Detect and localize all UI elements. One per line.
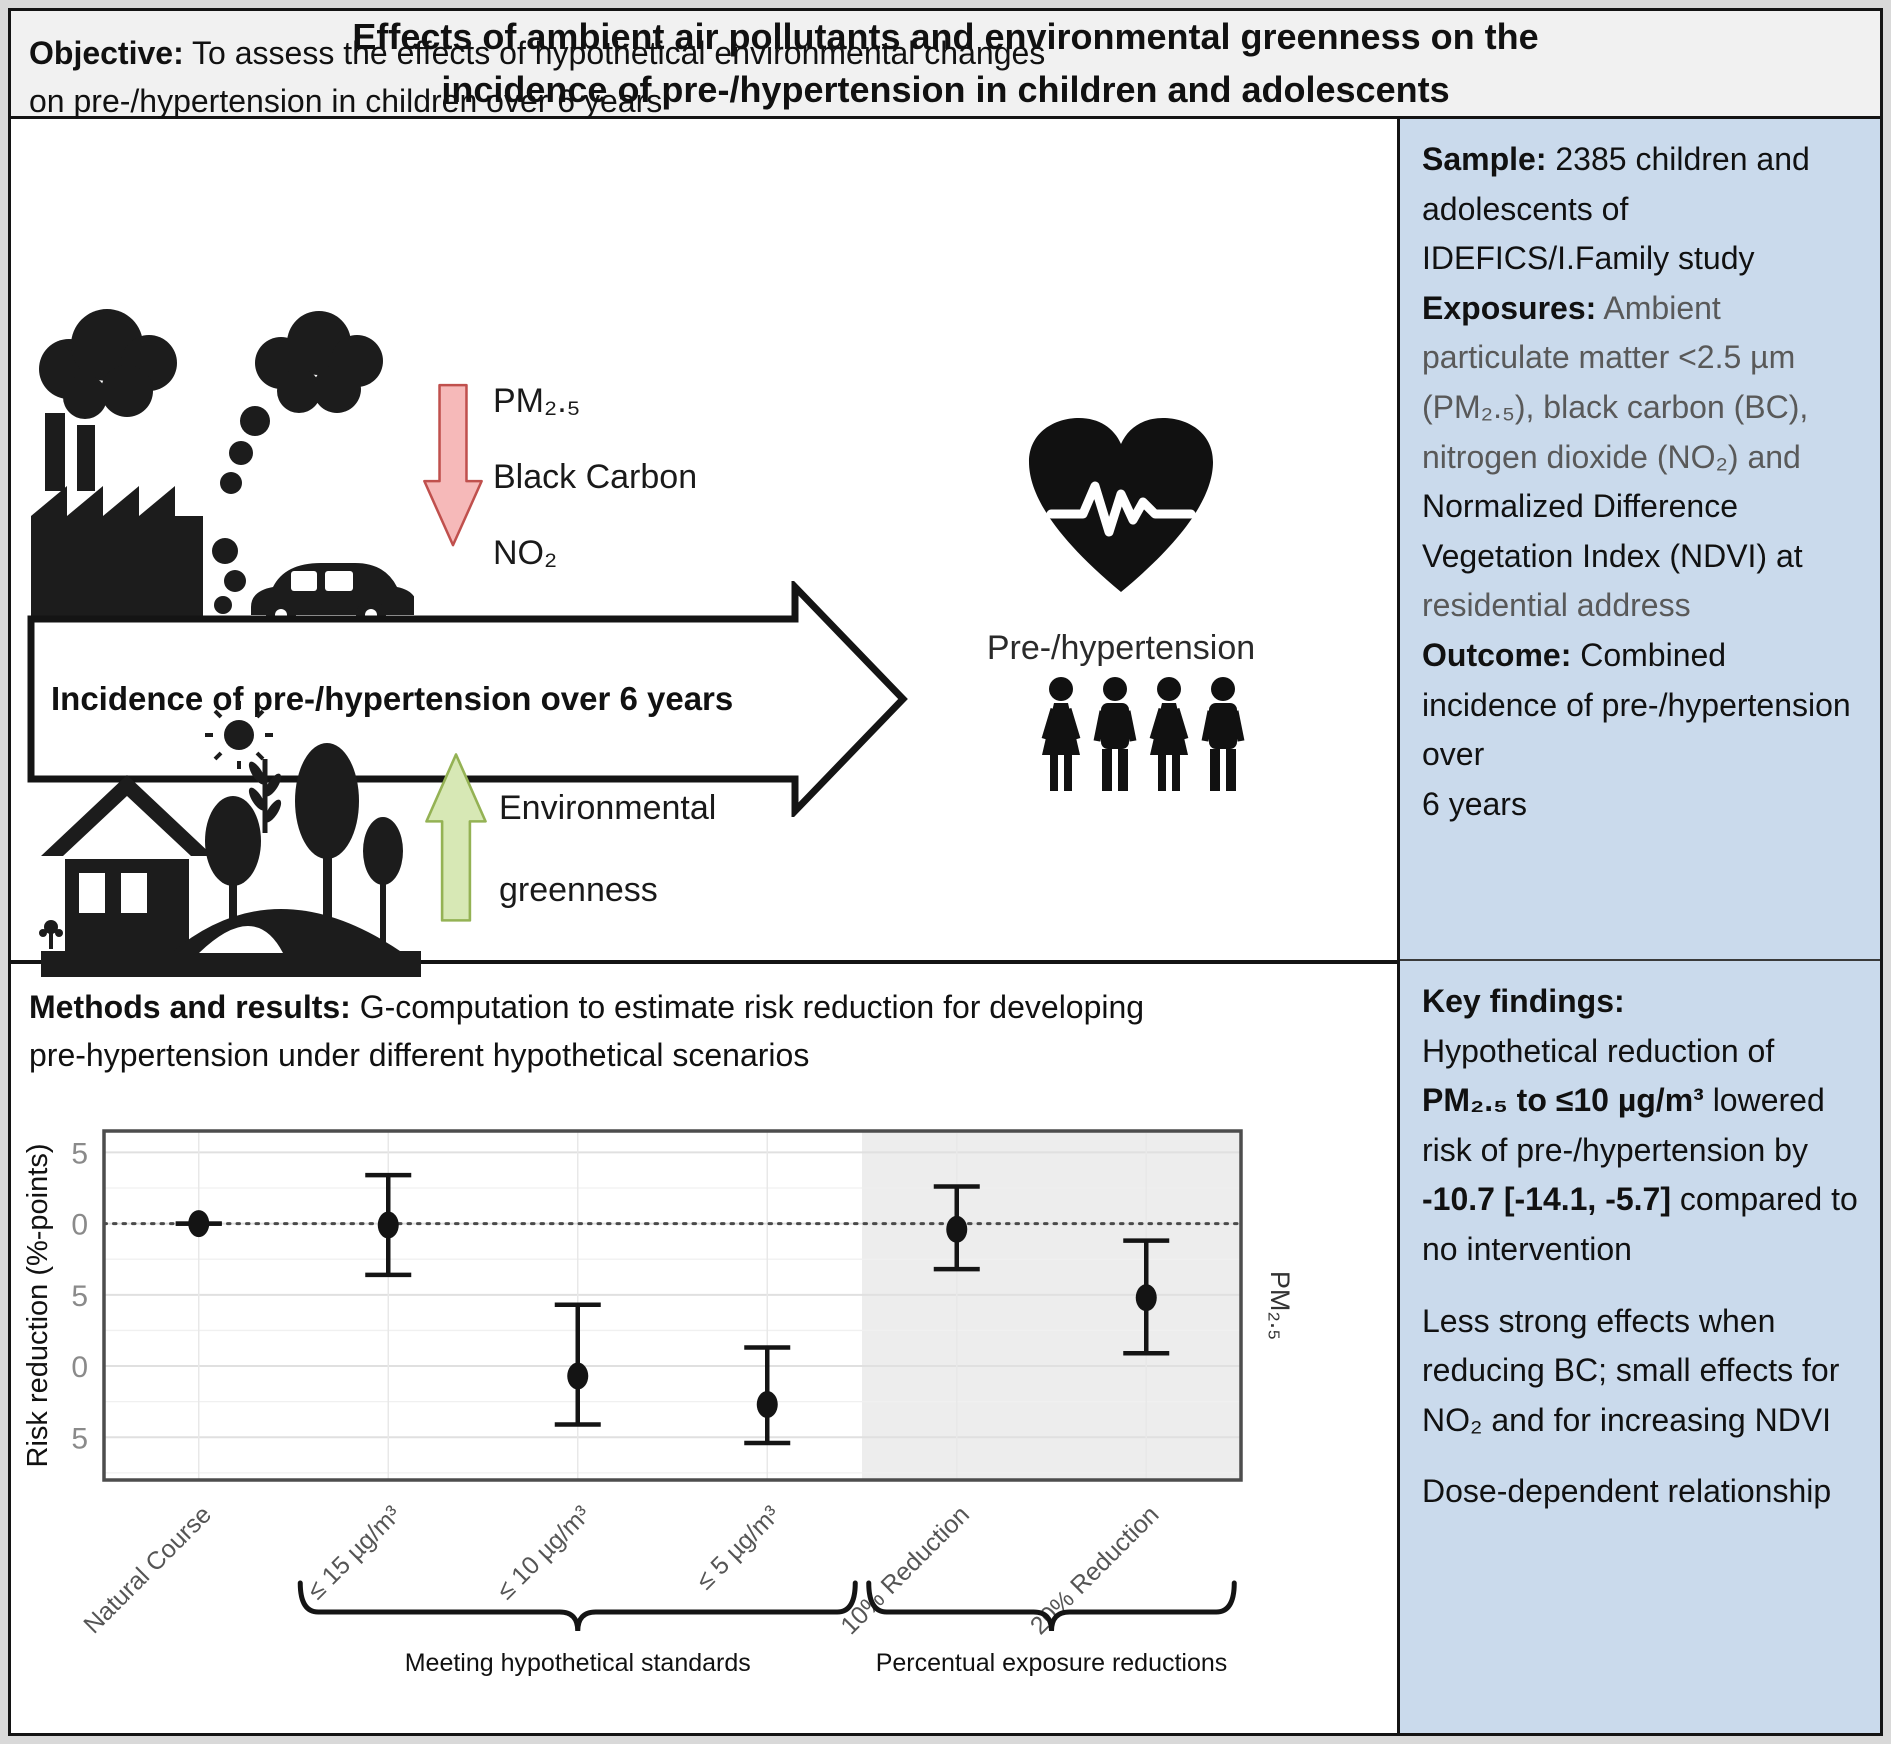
key-findings-heading: Key findings: xyxy=(1422,983,1625,1019)
page-title: Effects of ambient air pollutants and en… xyxy=(352,16,1539,110)
greenness-label-line2: greenness xyxy=(499,871,658,909)
title-bar: Effects of ambient air pollutants and en… xyxy=(11,11,1880,119)
svg-text:5: 5 xyxy=(71,1422,88,1455)
forest-plot: 5 0 5 0 5 Risk reduction (%-points) Natural Co… xyxy=(22,1129,1295,1677)
increase-arrow-icon xyxy=(425,753,487,922)
svg-text:≤ 10 µg/m³: ≤ 10 µg/m³ xyxy=(491,1500,596,1605)
greenness-label-line1: Environmental xyxy=(499,789,717,827)
svg-text:0: 0 xyxy=(71,1351,88,1384)
section-divider xyxy=(11,960,1400,964)
svg-text:0: 0 xyxy=(71,1209,88,1242)
pollutant-no2: NO₂ xyxy=(493,534,558,572)
heart-pulse-icon xyxy=(1029,418,1213,592)
svg-text:≤ 15 µg/m³: ≤ 15 µg/m³ xyxy=(302,1500,407,1605)
incidence-arrow-label: Incidence of pre-/hypertension over 6 ye… xyxy=(51,680,734,717)
svg-text:10% Reduction: 10% Reduction xyxy=(835,1500,975,1640)
people-group-icon xyxy=(1041,677,1245,791)
risk-reduction-chart: 5 0 5 0 5 Risk reduction (%-points) Natural Co… xyxy=(21,1115,1351,1723)
svg-text:Natural Course: Natural Course xyxy=(78,1500,217,1639)
key-finding-dose: Dose-dependent relationship xyxy=(1422,1473,1832,1510)
outcome-paragraph: Outcome: Combined incidence of pre-/​hyp… xyxy=(1422,636,1851,822)
svg-text:PM₂.₅: PM₂.₅ xyxy=(1265,1271,1295,1340)
exposures-paragraph: Exposures: Ambient particulate matter <2… xyxy=(1422,289,1809,624)
greenness-icon xyxy=(39,701,421,977)
pollutant-pm25: PM₂.₅ xyxy=(493,382,581,420)
svg-text:≤ 5 µg/m³: ≤ 5 µg/m³ xyxy=(691,1500,786,1595)
poster-frame: Effects of ambient air pollutants and en… xyxy=(8,8,1883,1736)
pollutant-black-carbon: Black Carbon xyxy=(493,458,698,496)
incidence-arrow xyxy=(27,581,908,817)
greenness-label: Environmental greenness xyxy=(499,767,716,931)
objective-text: Objective: To assess the effects of hypo… xyxy=(29,35,1046,119)
sidebar-key-findings: Key findings: Hypothetical reduction of … xyxy=(1400,963,1880,1733)
pollution-sources-icon xyxy=(31,309,414,631)
sidebar: Sample: 2385 children and adolescents of… xyxy=(1397,119,1880,1733)
svg-text:Meeting hypothetical standards: Meeting hypothetical standards xyxy=(405,1649,751,1677)
sample-paragraph: Sample: 2385 children and adolescents of… xyxy=(1422,141,1810,277)
key-finding-other-exposures: Less strong effects when reducing BC; sm… xyxy=(1422,1302,1840,1438)
outcome-icon-label: Pre-/hypertension xyxy=(986,629,1256,667)
svg-text:5: 5 xyxy=(71,1137,88,1170)
svg-text:Percentual exposure reductions: Percentual exposure reductions xyxy=(876,1649,1228,1677)
sidebar-study-summary: Sample: 2385 children and adolescents of… xyxy=(1400,119,1880,961)
svg-text:5: 5 xyxy=(71,1280,88,1313)
decrease-arrow-icon xyxy=(423,383,483,547)
key-finding-pm25: Hypothetical reduction of PM₂.₅ to ≤10 µ… xyxy=(1422,1032,1858,1267)
methods-text: Methods and results: G-computation to es… xyxy=(29,989,1145,1073)
svg-text:Risk reduction (%-points): Risk reduction (%-points) xyxy=(22,1144,54,1468)
pollutant-list: PM₂.₅ Black Carbon NO₂ xyxy=(493,363,697,591)
